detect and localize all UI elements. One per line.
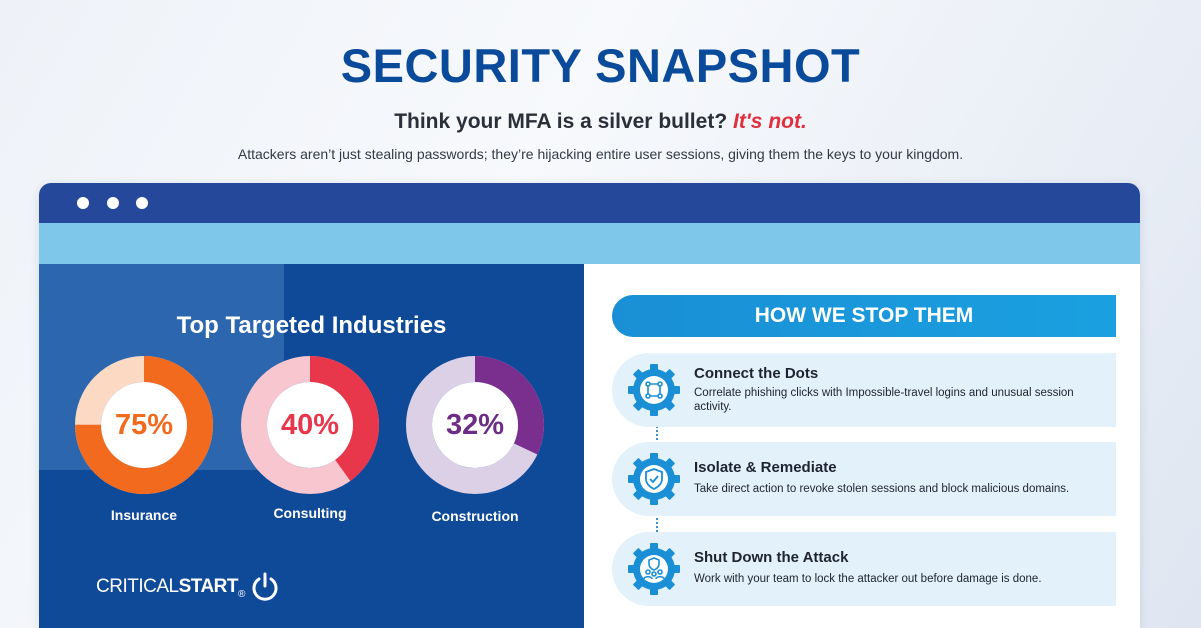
donut-value: 32%: [445, 408, 505, 441]
window-dot-icon: [136, 197, 148, 209]
donut-center: [101, 382, 187, 468]
step-connector: [656, 414, 658, 444]
power-icon: [251, 572, 279, 602]
step-description: Correlate phishing clicks with Impossibl…: [694, 387, 1074, 413]
donut-label: Consulting: [273, 505, 347, 521]
industries-panel: Top Targeted Industries 75% Insurance 40…: [39, 264, 584, 628]
step-description: Take direct action to revoke stolen sess…: [694, 483, 1070, 495]
subtitle-accent: It's not.: [732, 110, 807, 133]
team-shield-icon: [628, 543, 680, 595]
donut-chart-construction: [406, 356, 544, 494]
step-isolate-remediate: Isolate & Remediate Take direct action t…: [612, 442, 1116, 516]
subtitle-main: Think your MFA is a silver bullet?: [394, 110, 733, 133]
network-icon: [628, 364, 680, 416]
donut-center: [432, 382, 518, 468]
step-connector: [656, 502, 658, 532]
page-description: Attackers aren’t just stealing passwords…: [237, 146, 964, 162]
step-connect-dots: Connect the Dots Correlate phishing clic…: [612, 353, 1116, 427]
donut-insurance: 75%: [75, 356, 213, 494]
brand-mark: ®: [238, 589, 245, 600]
donut-arc: [241, 356, 379, 494]
donut-construction: 32%: [406, 356, 544, 494]
step-title: Connect the Dots: [694, 365, 819, 382]
page-subtitle: Think your MFA is a silver bullet? It's …: [0, 110, 1201, 134]
step-description: Work with your team to lock the attacker…: [694, 573, 1042, 585]
brand-logo: CRITICAL START ®: [96, 572, 279, 602]
industries-heading: Top Targeted Industries: [176, 312, 447, 339]
donut-chart-insurance: [75, 356, 213, 494]
donut-arc: [75, 356, 213, 494]
browser-window: Top Targeted Industries 75% Insurance 40…: [39, 183, 1140, 628]
donut-label: Insurance: [110, 507, 178, 523]
donut-value: 40%: [280, 408, 340, 441]
window-titlebar: [39, 183, 1140, 223]
step-title: Shut Down the Attack: [694, 549, 849, 566]
stop-heading: HOW WE STOP THEM: [612, 295, 1116, 337]
donut-chart-consulting: [241, 356, 379, 494]
brand-name-bold: START: [178, 576, 239, 597]
window-dot-icon: [77, 197, 89, 209]
brand-name-light: CRITICAL: [96, 576, 179, 597]
step-title: Isolate & Remediate: [694, 459, 837, 476]
page-title: SECURITY SNAPSHOT: [340, 39, 861, 92]
shield-check-icon: [628, 453, 680, 505]
donut-arc: [406, 356, 544, 494]
donut-label: Construction: [431, 508, 519, 524]
donut-center: [267, 382, 353, 468]
address-bar: [39, 223, 1140, 264]
stop-panel: HOW WE STOP THEM Connect the Dots C: [584, 264, 1140, 628]
donut-consulting: 40%: [241, 356, 379, 494]
step-shut-down: Shut Down the Attack Work with your team…: [612, 532, 1116, 606]
donut-value: 75%: [114, 408, 174, 441]
window-dot-icon: [107, 197, 119, 209]
